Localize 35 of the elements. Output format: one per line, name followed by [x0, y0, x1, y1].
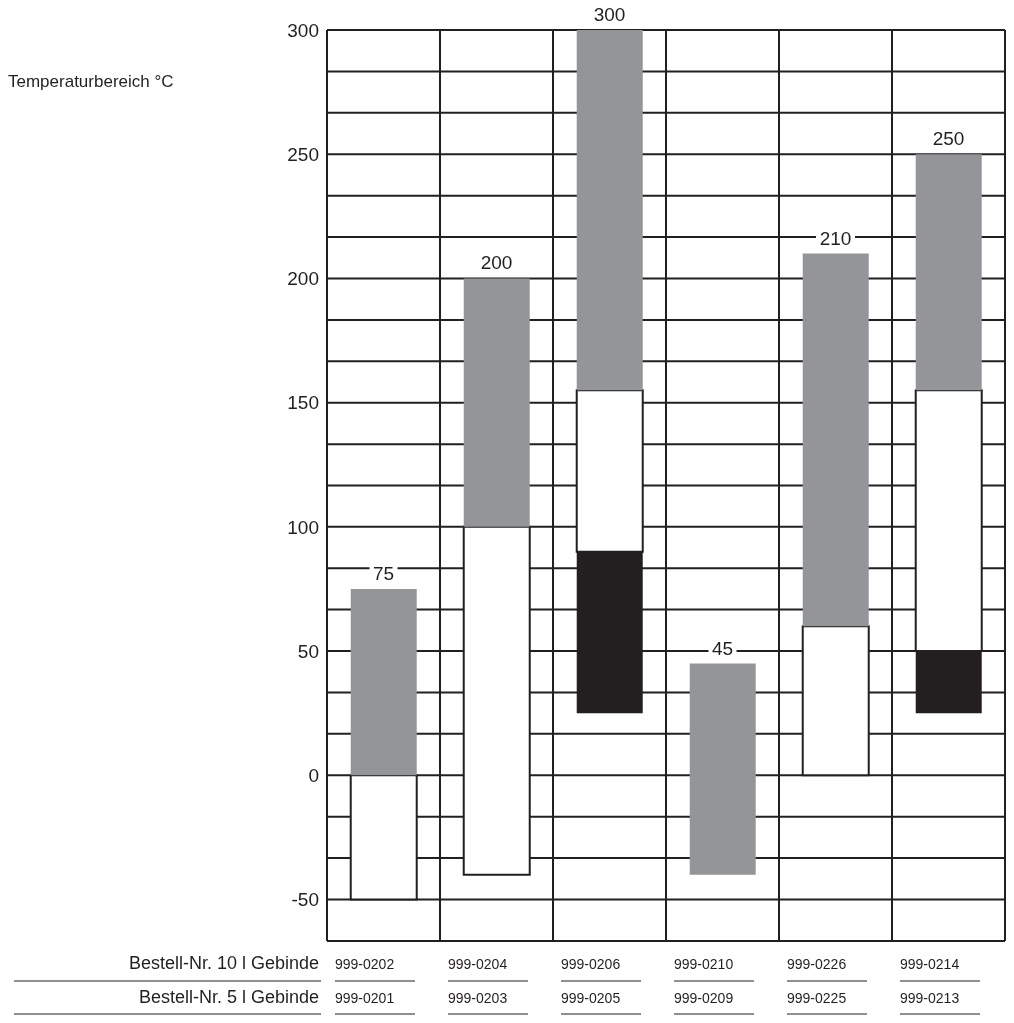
x-tick-label: 999-0226: [787, 956, 847, 972]
bar: [689, 663, 756, 875]
y-tick-label: 0: [308, 765, 319, 787]
y-tick-label: -50: [291, 889, 319, 911]
y-tick-label: 200: [287, 268, 319, 290]
x-tick-label: 999-0206: [561, 956, 621, 972]
bar: [802, 253, 869, 627]
text: 999-0213: [900, 990, 960, 1006]
y-tick-label: 150: [287, 392, 319, 414]
annotation: 250: [932, 128, 965, 150]
bar: [915, 154, 982, 391]
text: 999-0203: [448, 990, 508, 1006]
x-tick-label: 999-0202: [335, 956, 395, 972]
annotation: 200: [480, 252, 513, 274]
annotation: 75: [372, 562, 395, 584]
bar: [576, 30, 643, 391]
annotation: 300: [593, 4, 626, 25]
y-tick-label: 50: [297, 640, 319, 662]
text: Temperaturbereich °C: [8, 72, 174, 92]
y-tick-label: 300: [287, 19, 319, 41]
y-tick-label: 250: [287, 143, 319, 165]
bar: [350, 588, 417, 776]
text: 999-0225: [787, 990, 847, 1006]
annotation: 45: [711, 637, 734, 659]
text: 999-0209: [674, 990, 734, 1006]
bar: [463, 278, 530, 527]
annotation: 210: [819, 227, 852, 249]
text: 999-0205: [561, 990, 621, 1006]
text: Bestell-Nr. 10 l Gebinde: [128, 953, 319, 973]
y-tick-label: 100: [287, 516, 319, 538]
x-tick-label: 999-0214: [900, 956, 960, 972]
x-tick-label: 999-0204: [448, 956, 508, 972]
text: Bestell-Nr. 5 l Gebinde: [138, 987, 319, 1007]
x-tick-label: 999-0210: [674, 956, 734, 972]
text: 999-0201: [335, 990, 395, 1006]
